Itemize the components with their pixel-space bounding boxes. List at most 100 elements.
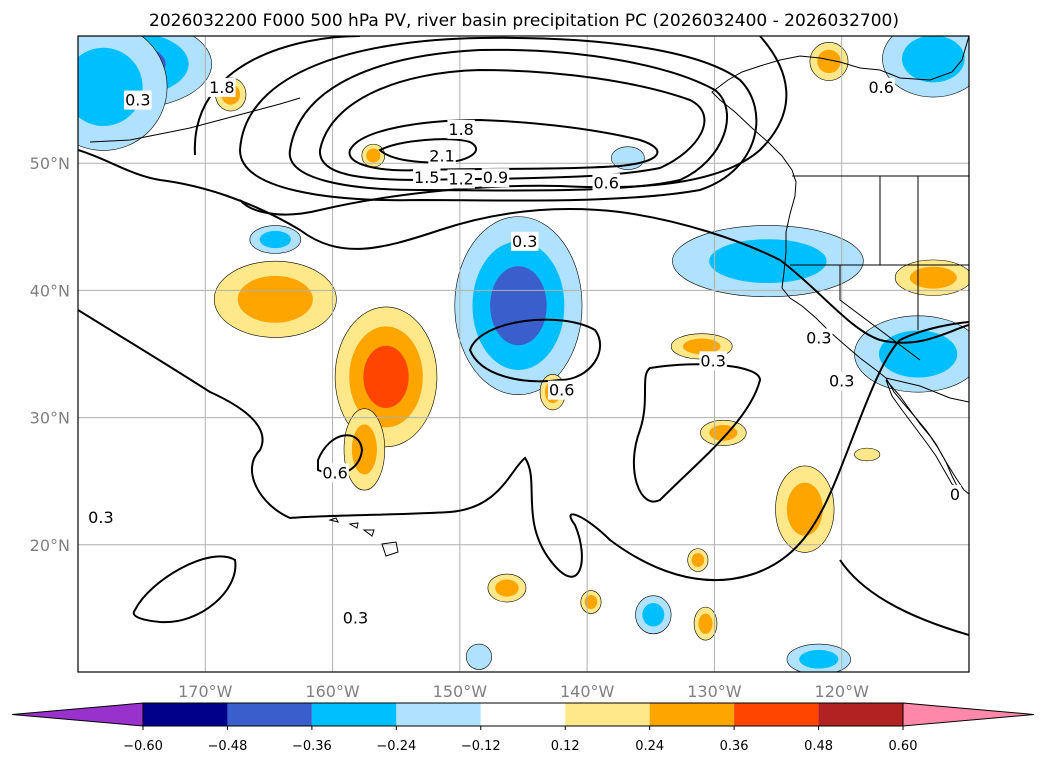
north-america-coastline (711, 36, 969, 495)
shaded-region-11-band-0 (465, 643, 492, 670)
colorbar-tick-label: 0.60 (889, 739, 918, 754)
pv-contour-0.3-pacific (839, 559, 969, 636)
us-mexico-border (885, 377, 969, 403)
latitude-tick-labels: 50°N 40°N 30°N 20°N (30, 154, 70, 555)
colorbar-segment (396, 703, 481, 726)
pv-contour-0.3-east (632, 363, 762, 503)
pv-contour-0.3-south (78, 309, 969, 582)
shaded-region-13-band-1 (351, 424, 377, 475)
contour-label: 1.5 (414, 168, 439, 187)
map-frame (77, 35, 970, 673)
state-border-west (790, 176, 969, 361)
colorbar-segment (734, 703, 819, 726)
colorbar-extend-high (902, 702, 1035, 727)
contour-label: 0.3 (125, 91, 150, 110)
contour-label: 0.3 (700, 351, 725, 370)
shaded-region-12-band-2 (363, 345, 409, 408)
contour-label-background (447, 119, 475, 139)
contour-label: 0.3 (512, 232, 537, 251)
colorbar-segment (311, 703, 397, 726)
shaded-region-23-band-1 (366, 148, 381, 163)
precipitation-shading (78, 36, 969, 672)
shaded-region-16-band-1 (682, 338, 721, 355)
colorbar-tick-label: 0.12 (551, 739, 580, 754)
pv-contour-0.3-jet (78, 149, 969, 344)
colorbar-segment (565, 703, 650, 726)
colorbar-segment (649, 703, 735, 726)
colorbar-tick-label: −0.48 (208, 739, 248, 754)
colorbar-segment (143, 703, 228, 726)
colorbar-tick-label: −0.36 (292, 739, 332, 754)
contour-label: 2.1 (429, 147, 454, 166)
pv-contour-2.1 (378, 138, 478, 164)
shaded-region-26-band-1 (584, 594, 598, 610)
contour-label-background (413, 168, 441, 188)
map-gridlines (78, 36, 969, 672)
contour-label: 0.3 (806, 328, 831, 347)
shaded-region-21-band-1 (817, 49, 841, 74)
contour-label: 0.3 (829, 372, 854, 391)
contour-label: 0.6 (322, 463, 347, 482)
contour-label: 1.8 (448, 120, 473, 139)
contour-label: 0.3 (88, 508, 113, 527)
shaded-region-18-band-1 (495, 579, 519, 597)
contour-label-background (547, 380, 576, 400)
lon-tick-label: 130°W (687, 682, 742, 701)
pv-contour-0.6-north (193, 36, 788, 216)
contour-label-background (699, 351, 727, 371)
colorbar-extend-low (11, 702, 144, 727)
lon-tick-label: 160°W (305, 682, 360, 701)
contour-label-background (321, 463, 349, 483)
pv-contour-1.2 (288, 48, 729, 192)
contour-label-background (867, 77, 895, 97)
shaded-region-3-band-1 (902, 36, 965, 83)
contour-label: 0.6 (549, 381, 574, 400)
colorbar-segment (227, 703, 312, 726)
shaded-region-20-band-1 (909, 266, 957, 289)
colorbar-segment (480, 703, 566, 726)
shaded-region-4-band-2 (490, 266, 547, 346)
contour-label-background (827, 371, 856, 391)
contour-label-background (124, 90, 152, 110)
contour-label-background (481, 168, 510, 188)
contour-label-background (948, 484, 962, 504)
contour-label: 0.6 (868, 78, 893, 97)
longitude-tick-labels: 170°W 160°W 150°W 140°W 130°W 120°W (178, 682, 869, 701)
contour-label-background (592, 173, 620, 193)
lon-tick-label: 140°W (560, 682, 615, 701)
contour-label-background (511, 231, 539, 251)
contour-label: 0.6 (594, 173, 619, 192)
colorbar-segment (818, 703, 903, 726)
contour-label-background (341, 608, 370, 628)
contour-label: 0.9 (483, 168, 508, 187)
lat-tick-label: 20°N (30, 536, 70, 555)
shaded-region-2-band-1 (78, 47, 143, 127)
colorbar-tick-label: −0.12 (461, 739, 501, 754)
shaded-region-24-band-1 (698, 613, 713, 634)
lon-tick-label: 170°W (178, 682, 233, 701)
contour-label: 1.2 (448, 169, 473, 188)
aleutian-islands (89, 97, 301, 143)
lon-tick-label: 150°W (433, 682, 488, 701)
contour-label-background (428, 146, 456, 166)
pv-contour-0.6-central (468, 318, 601, 383)
lon-tick-label: 120°W (815, 682, 870, 701)
colorbar-tick-label: −0.24 (376, 739, 416, 754)
colorbar-outline (142, 702, 904, 727)
shaded-region-27-band-0 (854, 447, 881, 462)
contour-label: 1.8 (209, 78, 234, 97)
map-plot-area: 1.8 2.1 1.5 1.2 0.9 0.6 0.3 0.6 0.3 0.3 0.3 0.6 0.3 0… (78, 36, 969, 672)
pv-contour-labels: 1.8 2.1 1.5 1.2 0.9 0.6 0.3 0.6 0.3 0.3 0.3 0.6 0.3 0… (87, 77, 962, 628)
contour-label-background (805, 328, 833, 348)
lat-tick-label: 30°N (30, 409, 70, 428)
colorbar-tick-label: 0.48 (804, 739, 833, 754)
lat-tick-label: 50°N (30, 154, 70, 173)
contour-label-background (447, 169, 475, 189)
colorbar-tick-labels: −0.60 −0.48 −0.36 −0.24 −0.12 0.12 0.24 0.36 0.4… (123, 726, 917, 754)
chart-title: 2026032200 F000 500 hPa PV, river basin … (149, 11, 899, 31)
shaded-region-15-band-1 (786, 482, 823, 536)
shaded-region-25-band-1 (691, 553, 705, 568)
lat-tick-label: 40°N (30, 281, 70, 300)
hawaiian-islands (328, 517, 399, 557)
